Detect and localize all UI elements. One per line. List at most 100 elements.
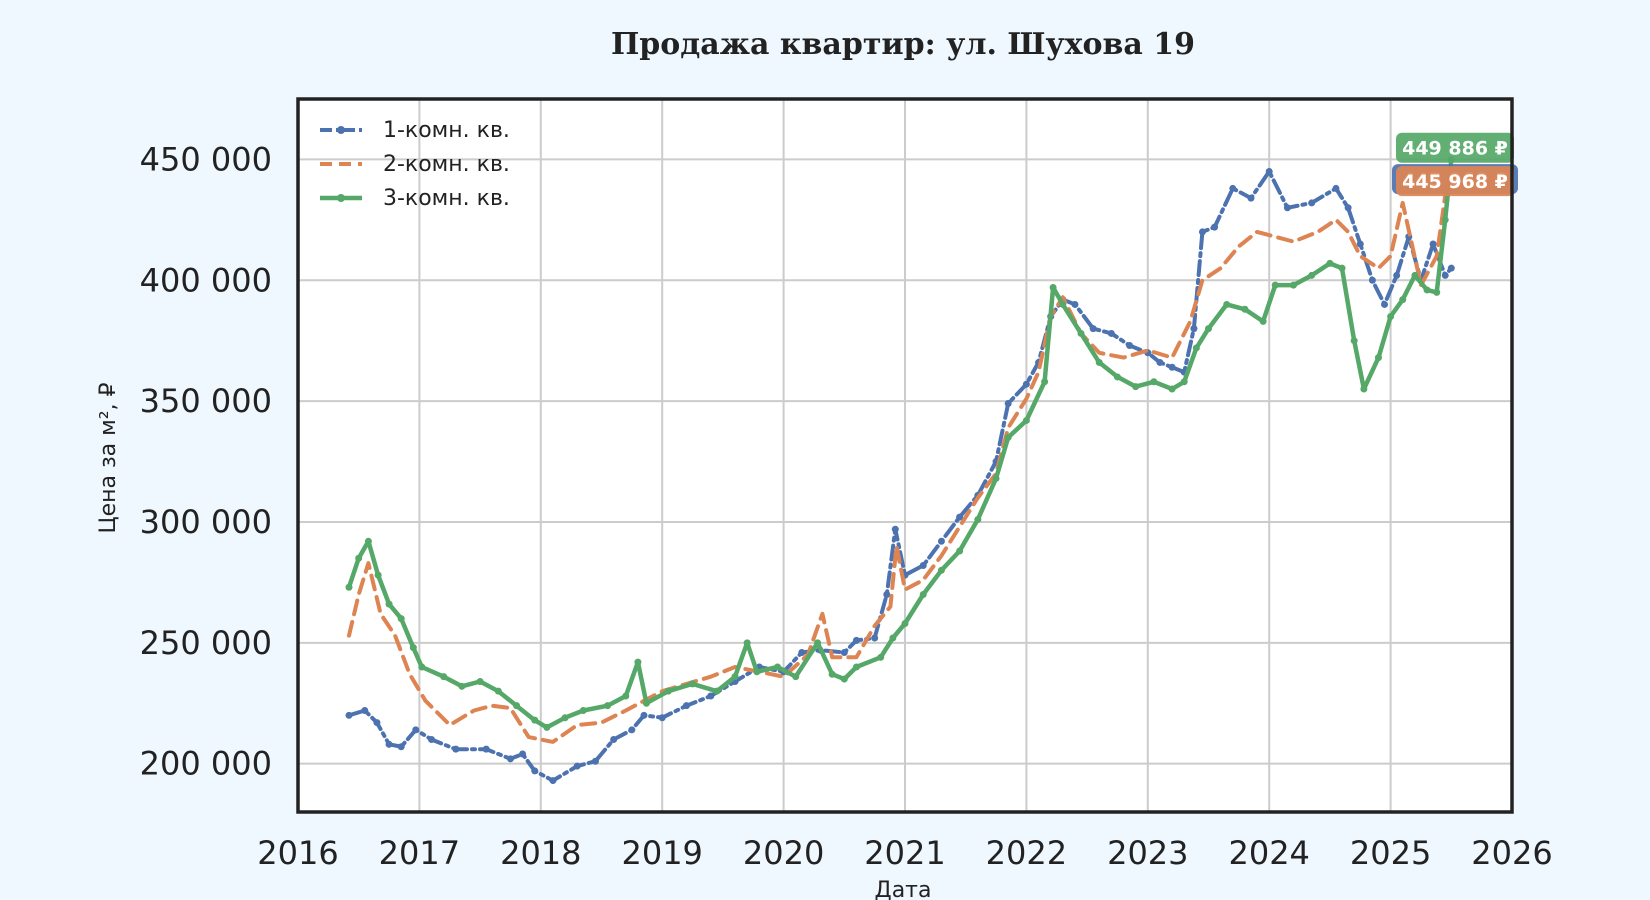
data-point bbox=[1113, 373, 1121, 381]
x-tick-label: 2022 bbox=[986, 834, 1067, 872]
data-point bbox=[642, 699, 650, 707]
data-point bbox=[458, 682, 466, 690]
legend-marker bbox=[337, 194, 345, 202]
x-tick-label: 2024 bbox=[1228, 834, 1309, 872]
series-3 bbox=[345, 156, 1455, 731]
data-point bbox=[531, 716, 539, 724]
data-point bbox=[1326, 259, 1334, 267]
data-point bbox=[1095, 358, 1103, 366]
end-label: 445 968 ₽ bbox=[1396, 166, 1514, 197]
legend-item: 3-комн. кв. bbox=[320, 186, 510, 211]
x-axis-label: Дата bbox=[875, 878, 932, 900]
data-point bbox=[418, 663, 426, 671]
data-point bbox=[1168, 363, 1176, 371]
data-point bbox=[519, 750, 527, 758]
y-tick-label: 250 000 bbox=[140, 624, 272, 662]
data-point bbox=[753, 668, 761, 676]
data-point bbox=[1211, 223, 1219, 231]
legend: 1-комн. кв. 2-комн. кв. 3-комн. кв. bbox=[320, 118, 510, 211]
data-point bbox=[974, 516, 982, 524]
data-point bbox=[1004, 433, 1012, 441]
data-point bbox=[871, 634, 879, 642]
data-point bbox=[889, 634, 897, 642]
data-point bbox=[1168, 385, 1176, 393]
x-tick-label: 2018 bbox=[500, 834, 581, 872]
data-point bbox=[792, 673, 800, 681]
data-point bbox=[1265, 168, 1273, 176]
data-point bbox=[494, 687, 502, 695]
chart-title: Продажа квартир: ул. Шухова 19 bbox=[611, 27, 1195, 62]
end-label-text: 445 968 ₽ bbox=[1402, 171, 1508, 193]
data-point bbox=[1180, 378, 1188, 386]
data-point bbox=[543, 723, 551, 731]
x-tick-label: 2021 bbox=[864, 834, 945, 872]
data-point bbox=[1350, 337, 1358, 345]
series-1 bbox=[345, 168, 1455, 785]
legend-label: 2-комн. кв. bbox=[383, 152, 510, 177]
data-point bbox=[1022, 416, 1030, 424]
data-point bbox=[1289, 281, 1297, 289]
data-point bbox=[919, 590, 927, 598]
x-tick-label: 2017 bbox=[379, 834, 460, 872]
data-point bbox=[397, 615, 405, 623]
data-point bbox=[345, 711, 353, 719]
data-point bbox=[713, 687, 721, 695]
data-point bbox=[1205, 325, 1212, 333]
series-line bbox=[347, 169, 1454, 744]
data-point bbox=[397, 743, 405, 751]
data-point bbox=[1259, 317, 1267, 325]
data-point bbox=[840, 675, 848, 683]
data-point bbox=[579, 706, 587, 714]
data-point bbox=[814, 639, 822, 647]
data-point bbox=[1429, 240, 1437, 248]
data-point bbox=[1022, 380, 1030, 388]
data-point bbox=[1132, 383, 1140, 391]
data-point bbox=[345, 583, 353, 591]
series-layer bbox=[345, 156, 1455, 785]
data-point bbox=[852, 636, 860, 644]
data-point bbox=[1441, 216, 1449, 224]
data-point bbox=[1107, 329, 1115, 337]
data-point bbox=[919, 561, 927, 569]
end-label-box bbox=[1396, 166, 1514, 197]
legend-label: 3-комн. кв. bbox=[383, 186, 510, 211]
data-point bbox=[1423, 286, 1431, 294]
x-tick-label: 2025 bbox=[1350, 834, 1431, 872]
data-point bbox=[1338, 264, 1346, 272]
y-axis-label: Цена за м², ₽ bbox=[96, 382, 121, 533]
data-point bbox=[1004, 400, 1012, 408]
data-point bbox=[1381, 300, 1389, 308]
x-tick-label: 2020 bbox=[743, 834, 824, 872]
data-point bbox=[840, 648, 848, 656]
data-point bbox=[513, 702, 521, 710]
data-point bbox=[561, 714, 569, 722]
data-point bbox=[1077, 329, 1085, 337]
data-point bbox=[828, 670, 836, 678]
data-point bbox=[1247, 194, 1255, 202]
data-point bbox=[731, 673, 739, 681]
data-point bbox=[364, 537, 372, 545]
legend-item: 2-комн. кв. bbox=[320, 152, 510, 177]
data-point bbox=[355, 554, 363, 562]
y-tick-label: 400 000 bbox=[140, 261, 272, 299]
data-point bbox=[1198, 228, 1206, 236]
data-point bbox=[956, 513, 964, 521]
y-tick-label: 200 000 bbox=[140, 745, 272, 783]
y-tick-label: 350 000 bbox=[140, 382, 272, 420]
data-point bbox=[1223, 300, 1231, 308]
data-point bbox=[774, 663, 782, 671]
data-point bbox=[877, 653, 885, 661]
data-point bbox=[743, 639, 751, 647]
data-point bbox=[428, 735, 436, 743]
data-point bbox=[628, 726, 636, 734]
data-point bbox=[373, 719, 381, 727]
data-point bbox=[573, 762, 581, 770]
data-point bbox=[476, 677, 484, 685]
end-label-box bbox=[1396, 132, 1514, 163]
y-tick-label: 450 000 bbox=[140, 140, 272, 178]
data-point bbox=[531, 767, 539, 775]
data-point bbox=[937, 566, 945, 574]
x-tick-label: 2023 bbox=[1107, 834, 1188, 872]
data-point bbox=[1229, 184, 1237, 192]
